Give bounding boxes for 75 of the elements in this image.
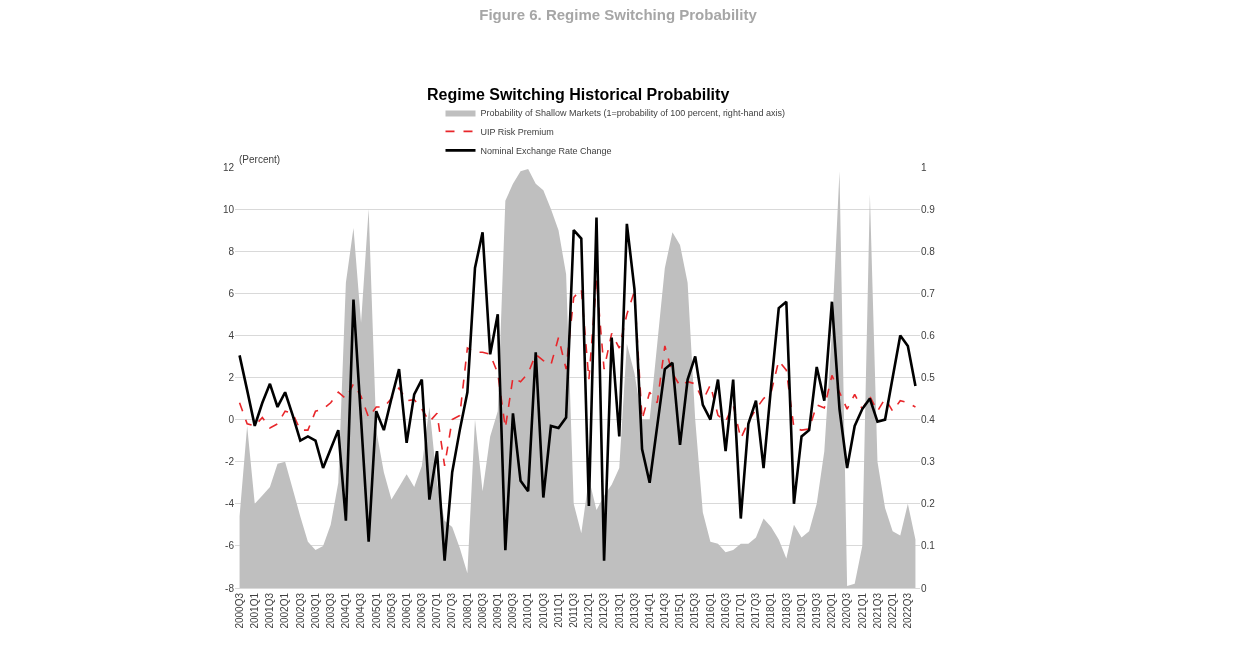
- y-tick-label: 12: [222, 161, 235, 173]
- x-tick-label: 2019Q1: [795, 592, 807, 629]
- x-tick-label: 2022Q1: [886, 592, 898, 629]
- y-axis-title: (Percent): [239, 154, 281, 165]
- x-tick-label: 2004Q3: [355, 592, 367, 629]
- line-series: [238, 279, 917, 467]
- x-tick-label: 2021Q1: [856, 592, 868, 629]
- y2-tick-label: 0.4: [921, 414, 936, 426]
- y-tick-label: 10: [222, 203, 235, 215]
- x-tick-label: 2008Q3: [476, 592, 488, 629]
- x-tick-label: 2003Q1: [309, 592, 321, 629]
- x-tick-label: 2006Q3: [416, 592, 428, 629]
- x-tick-label: 2011Q3: [567, 592, 579, 628]
- x-tick-label: 2014Q3: [659, 592, 671, 629]
- x-tick-label: 2002Q1: [279, 592, 291, 629]
- x-tick-label: 2000Q3: [233, 592, 245, 629]
- y-tick-label: 2: [228, 372, 235, 383]
- x-tick-label: 2021Q3: [871, 592, 883, 629]
- x-tick-label: 2017Q1: [735, 592, 747, 629]
- x-tick-label: 2002Q3: [294, 592, 306, 629]
- legend-label: Nominal Exchange Rate Change: [480, 145, 612, 156]
- y2-tick-label: 1: [921, 161, 927, 173]
- y-tick-label: -2: [225, 456, 235, 468]
- y2-tick-label: 0.5: [921, 372, 936, 383]
- x-tick-label: 2005Q3: [385, 592, 397, 629]
- y-tick-label: 4: [228, 329, 235, 341]
- y-tick-label: -8: [225, 582, 235, 594]
- chart-title: Figure 6. Regime Switching Probability: [479, 6, 758, 24]
- x-tick-label: 2012Q3: [598, 592, 610, 629]
- x-tick-label: 2018Q3: [780, 592, 792, 629]
- x-tick-label: 2008Q1: [461, 592, 473, 629]
- y-tick-label: 8: [228, 245, 235, 257]
- chart-subtitle: Regime Switching Historical Probability: [427, 86, 730, 103]
- x-tick-label: 2007Q1: [431, 592, 443, 629]
- x-tick-label: 2003Q3: [324, 592, 336, 629]
- y2-tick-label: 0.7: [921, 287, 936, 299]
- y2-tick-label: 0.9: [921, 203, 936, 215]
- y2-tick-label: 0: [921, 582, 927, 594]
- y2-tick-label: 0.8: [921, 245, 936, 257]
- x-tick-label: 2016Q3: [719, 592, 731, 629]
- x-tick-label: 2013Q3: [628, 592, 640, 629]
- x-tick-label: 2004Q1: [340, 592, 352, 629]
- x-tick-label: 2013Q1: [613, 592, 625, 629]
- x-tick-label: 2005Q1: [370, 592, 382, 629]
- x-tick-label: 2012Q1: [583, 592, 595, 629]
- y-tick-label: 6: [228, 287, 235, 299]
- x-tick-label: 2014Q1: [643, 592, 655, 629]
- x-tick-label: 2011Q1: [552, 592, 564, 628]
- x-tick-label: 2022Q3: [902, 592, 914, 629]
- y2-tick-label: 0.6: [921, 329, 936, 341]
- x-tick-label: 2001Q3: [264, 592, 276, 629]
- x-tick-label: 2015Q3: [689, 592, 701, 629]
- x-tick-label: 2015Q1: [674, 592, 686, 629]
- x-tick-label: 2007Q3: [446, 592, 458, 629]
- x-tick-label: 2001Q1: [249, 592, 260, 629]
- y-tick-label: -6: [225, 540, 235, 552]
- x-tick-label: 2020Q3: [841, 592, 853, 629]
- x-tick-label: 2016Q1: [704, 592, 716, 629]
- legend-label: Probability of Shallow Markets (1=probability of 100 percent, right-hand axis): [480, 107, 785, 118]
- y-tick-label: -4: [225, 498, 235, 510]
- x-tick-label: 2010Q1: [522, 592, 534, 629]
- y2-tick-label: 0.1: [921, 540, 936, 552]
- y2-tick-label: 0.3: [921, 456, 936, 468]
- x-tick-label: 2010Q3: [537, 592, 549, 629]
- x-tick-label: 2006Q1: [400, 592, 412, 629]
- x-tick-label: 2009Q1: [492, 592, 504, 629]
- line-series: [238, 216, 917, 562]
- legend-label: UIP Risk Premium: [480, 126, 554, 137]
- x-tick-label: 2019Q3: [810, 592, 822, 629]
- x-tick-label: 2009Q3: [507, 592, 519, 629]
- y-tick-label: 0: [228, 414, 235, 426]
- y2-tick-label: 0.2: [921, 498, 936, 510]
- x-tick-label: 2017Q3: [750, 592, 762, 629]
- x-tick-label: 2018Q1: [765, 592, 777, 629]
- x-tick-label: 2020Q1: [826, 592, 838, 629]
